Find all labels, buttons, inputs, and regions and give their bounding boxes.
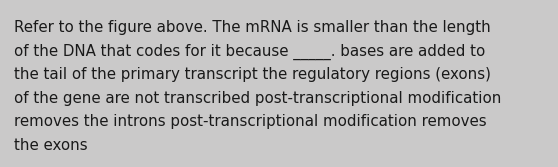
Text: the exons: the exons [14,137,88,152]
Text: of the gene are not transcribed post-transcriptional modification: of the gene are not transcribed post-tra… [14,91,502,106]
Text: the tail of the primary transcript the regulatory regions (exons): the tail of the primary transcript the r… [14,67,491,82]
Text: removes the introns post-transcriptional modification removes: removes the introns post-transcriptional… [14,114,487,129]
Text: of the DNA that codes for it because _____. bases are added to: of the DNA that codes for it because ___… [14,43,485,60]
Text: Refer to the figure above. The mRNA is smaller than the length: Refer to the figure above. The mRNA is s… [14,20,490,35]
